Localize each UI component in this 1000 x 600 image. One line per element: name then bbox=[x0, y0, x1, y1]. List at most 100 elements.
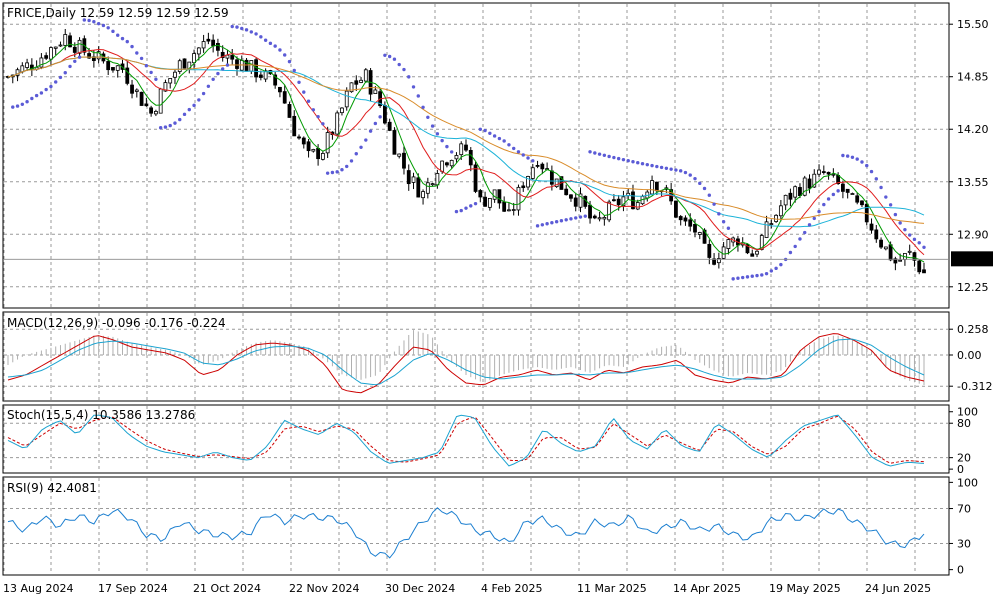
candle-body bbox=[211, 39, 216, 47]
sar-dot bbox=[111, 29, 115, 34]
sar-dot bbox=[211, 77, 215, 82]
candle-body bbox=[755, 250, 759, 255]
candle-body bbox=[201, 41, 206, 49]
stoch-d-line bbox=[7, 415, 925, 464]
candle-body bbox=[139, 91, 144, 106]
sar-dot bbox=[273, 44, 277, 48]
candle-body bbox=[597, 217, 602, 220]
candle-body bbox=[564, 188, 569, 196]
sar-dot bbox=[139, 56, 144, 61]
sar-dot bbox=[54, 80, 58, 84]
sar-dot bbox=[912, 237, 917, 242]
candle-body bbox=[492, 189, 497, 200]
candle-body bbox=[674, 200, 678, 218]
candle-body bbox=[898, 259, 903, 262]
candle-body bbox=[569, 194, 573, 199]
sar-dot bbox=[25, 100, 29, 104]
sar-dot bbox=[58, 75, 63, 80]
sar-dot bbox=[421, 105, 425, 109]
candle-body bbox=[769, 223, 774, 225]
sar-dot bbox=[607, 154, 611, 159]
sar-dot bbox=[340, 168, 344, 172]
candle-body bbox=[49, 47, 53, 60]
candle-body bbox=[77, 39, 82, 54]
sar-dot bbox=[893, 212, 898, 217]
price-plot bbox=[4, 18, 948, 281]
candle-body bbox=[726, 239, 731, 249]
candle-body bbox=[430, 183, 435, 186]
candle-body bbox=[507, 209, 511, 212]
sar-dot bbox=[512, 146, 516, 151]
y-tick-label: 100 bbox=[957, 406, 978, 419]
sar-dot bbox=[492, 134, 497, 138]
sar-dot bbox=[497, 136, 502, 141]
sar-dot bbox=[168, 123, 172, 128]
rsi-line bbox=[7, 507, 925, 559]
sar-dot bbox=[435, 132, 440, 136]
sar-dot bbox=[464, 206, 468, 210]
sar-dot bbox=[712, 202, 716, 206]
candle-body bbox=[397, 153, 402, 157]
candle-body bbox=[888, 244, 893, 261]
sar-dot bbox=[678, 169, 683, 173]
candle-body bbox=[134, 89, 139, 92]
sar-dot bbox=[383, 53, 387, 57]
sar-dot bbox=[922, 245, 926, 249]
candle-body bbox=[807, 178, 812, 189]
x-label: 24 Jun 2025 bbox=[865, 582, 931, 595]
macd-pane-frame bbox=[2, 311, 950, 402]
candle-body bbox=[778, 205, 783, 217]
candle-body bbox=[912, 252, 917, 261]
sar-dot bbox=[769, 269, 774, 273]
sar-dot bbox=[11, 105, 15, 109]
candle-body bbox=[149, 107, 154, 114]
sar-dot bbox=[721, 220, 726, 224]
sar-dot bbox=[597, 152, 602, 156]
candle-body bbox=[745, 244, 750, 254]
sar-dot bbox=[569, 217, 573, 221]
candle-body bbox=[182, 58, 187, 69]
sar-dot bbox=[454, 209, 459, 214]
candle-body bbox=[654, 181, 659, 192]
sar-dot bbox=[535, 224, 540, 228]
candle-body bbox=[153, 111, 158, 115]
candle-body bbox=[44, 55, 49, 59]
sar-dot bbox=[392, 57, 397, 61]
candle-body bbox=[96, 51, 101, 60]
y-tick-label: 80 bbox=[957, 417, 971, 430]
sar-dot bbox=[812, 216, 816, 221]
candle-body bbox=[812, 173, 817, 188]
x-label: 14 Apr 2025 bbox=[673, 582, 741, 595]
stoch-plot bbox=[7, 414, 925, 467]
candle-body bbox=[249, 60, 254, 72]
candle-body bbox=[616, 198, 621, 206]
candle-body bbox=[554, 178, 559, 188]
sar-dot bbox=[793, 244, 797, 249]
candle-body bbox=[106, 61, 111, 71]
candle-body bbox=[278, 86, 282, 93]
sar-dot bbox=[416, 94, 420, 98]
sar-dot bbox=[311, 108, 316, 112]
sar-dot bbox=[726, 226, 731, 230]
y-tick-label: 100 bbox=[957, 476, 978, 489]
sar-dot bbox=[316, 114, 320, 119]
sar-dot bbox=[216, 71, 220, 76]
sar-dot bbox=[645, 162, 649, 167]
last-price-tag: 12.59 bbox=[951, 251, 993, 267]
sar-dot bbox=[845, 154, 850, 158]
candle-body bbox=[306, 141, 311, 152]
sar-dot bbox=[683, 170, 688, 175]
candle-body bbox=[526, 176, 530, 188]
ma-fast-line bbox=[7, 43, 925, 263]
candle-body bbox=[320, 153, 325, 160]
sar-dot bbox=[120, 36, 125, 41]
sar-dot bbox=[836, 189, 840, 193]
sar-dot bbox=[20, 102, 25, 106]
candle-body bbox=[220, 51, 225, 58]
candle-body bbox=[502, 201, 507, 212]
candle-body bbox=[316, 147, 321, 160]
sar-dot bbox=[440, 138, 444, 143]
candle-body bbox=[879, 239, 883, 248]
sar-dot bbox=[445, 144, 449, 149]
